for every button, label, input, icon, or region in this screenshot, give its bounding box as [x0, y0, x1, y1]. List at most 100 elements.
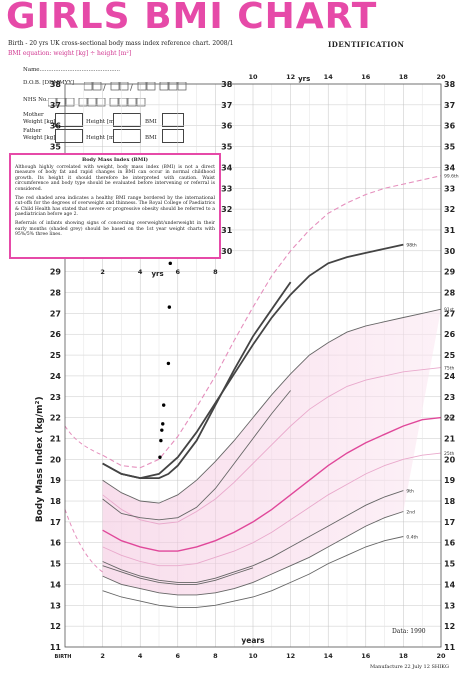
info-box-title: Body Mass Index (BMI): [81, 157, 149, 163]
y-tick-left: 25: [50, 351, 62, 360]
chart-subtitle: Birth - 20 yrs UK cross-sectional body m…: [8, 40, 234, 47]
measurement-point: [166, 361, 171, 366]
mother-bmi-field[interactable]: [162, 113, 184, 127]
svg-text:/: /: [130, 83, 134, 92]
y-tick-right: 31: [444, 226, 456, 235]
centile-label-25th: 25th: [444, 451, 454, 457]
y-tick-left: 14: [50, 580, 62, 589]
x-tick-top: 14: [324, 73, 334, 81]
y-tick-left: 37: [50, 101, 61, 110]
y-tick-right: 19: [444, 476, 456, 485]
father-height-field[interactable]: [113, 129, 141, 143]
x-tick-top: 20: [436, 73, 446, 81]
y-tick-right: 21: [444, 434, 456, 443]
y-tick-left: 17: [50, 518, 61, 527]
y-tick-right: 14: [444, 580, 456, 589]
y-tick-left: 35: [50, 143, 62, 152]
dob-boxes[interactable]: / /: [83, 77, 199, 96]
father-height-label: Height [m]: [86, 135, 117, 141]
centile-line-99.6th: [102, 175, 442, 469]
measurement-point: [159, 438, 163, 443]
infant-dashed-curve: [64, 509, 103, 573]
y-tick-left: 28: [50, 289, 62, 298]
y-tick-left: 27: [50, 309, 61, 318]
nhs-boxes[interactable]: [47, 93, 183, 112]
centile-line-91st: [102, 308, 442, 504]
info-box-paragraph-2: The red shaded area indicates a healthy …: [15, 195, 215, 218]
y-tick-right: 28: [444, 289, 456, 298]
x-tick-mid: 4: [138, 268, 143, 276]
centile-lines: [64, 175, 442, 608]
y-tick-left: 20: [50, 455, 62, 464]
y-tick-left: 24: [50, 372, 62, 381]
x-tick-bottom: 16: [361, 652, 371, 660]
name-label: Name....................................…: [23, 67, 120, 73]
bmi-equation: BMI equation: weight [kg] ÷ height [m²]: [8, 50, 132, 57]
centile-label-98th: 98th: [406, 243, 416, 249]
healthy-band: [102, 309, 441, 595]
y-tick-right: 22: [444, 414, 455, 423]
y-tick-right: 11: [444, 643, 456, 652]
y-tick-right: 23: [444, 393, 455, 402]
y-tick-left: 11: [50, 643, 62, 652]
father-bmi-field[interactable]: [162, 129, 184, 143]
x-tick-bottom: 10: [248, 652, 258, 660]
centile-line-75th: [102, 367, 442, 525]
x-tick-top: 12: [286, 73, 295, 81]
centile-label-75th: 75th: [444, 366, 454, 372]
x-unit-mid: yrs: [151, 270, 163, 278]
y-tick-right: 15: [444, 560, 456, 569]
y-tick-left: 23: [50, 393, 61, 402]
y-tick-left: 22: [50, 414, 61, 423]
y-tick-right: 34: [444, 163, 456, 172]
centile-line-0.4th: [102, 536, 404, 608]
y-tick-left: 13: [50, 601, 61, 610]
y-tick-right: 12: [444, 622, 455, 631]
info-box-paragraph-3: Referrals of infants showing signs of co…: [15, 220, 215, 238]
mother-bmi-label: BMI: [145, 119, 157, 125]
page-title: GIRLS BMI CHART: [6, 0, 378, 37]
x-tick-bottom: 14: [324, 652, 334, 660]
mother-weight-label: Weight [kg]: [23, 119, 56, 125]
y-tick-inner: 33: [221, 184, 232, 193]
y-tick-right: 29: [444, 268, 456, 277]
identification-heading: IDENTIFICATION: [328, 40, 405, 49]
y-tick-right: 16: [444, 539, 456, 548]
measurement-point: [167, 305, 172, 309]
centile-label-91st: 91st: [444, 307, 454, 313]
centile-line-9th: [102, 490, 404, 583]
secondary-centile-lines: [102, 281, 292, 585]
measurement-point: [162, 403, 166, 407]
svg-text:/: /: [103, 83, 107, 92]
mother-weight-field[interactable]: [55, 113, 83, 127]
mother-label: Mother: [23, 112, 44, 118]
mother-height-field[interactable]: [113, 113, 141, 127]
y-tick-right: 17: [444, 518, 455, 527]
measurement-point: [161, 422, 165, 426]
y-tick-right: 38: [444, 80, 456, 89]
healthy-range-band: [102, 309, 441, 595]
bmi-info-box: Body Mass Index (BMI) Although highly co…: [9, 153, 221, 259]
measurement-point: [168, 261, 172, 266]
y-tick-inner: 36: [221, 122, 233, 131]
y-tick-inner: 32: [221, 205, 232, 214]
centile-label-9th: 9th: [406, 489, 414, 495]
measurement-point: [160, 428, 164, 432]
centile-line-98th: [102, 243, 404, 480]
measurement-point: [158, 455, 162, 459]
x-tick-bottom: 12: [286, 652, 295, 660]
y-tick-left: 26: [50, 330, 62, 339]
y-tick-right: 36: [444, 122, 456, 131]
chart-labels: 99.6th 98th 91st 75th 50th 25th 9th 2nd 0.4th: [406, 174, 458, 541]
y-tick-right: 37: [444, 101, 455, 110]
origin-label: BIRTH: [55, 654, 72, 660]
y-tick-left: 38: [50, 80, 62, 89]
y-tick-inner: 35: [221, 143, 233, 152]
centile-line-25th: [102, 452, 442, 567]
x-axis-label: years: [241, 636, 265, 645]
father-bmi-label: BMI: [145, 135, 157, 141]
father-weight-field[interactable]: [55, 129, 83, 143]
y-tick-left: 16: [50, 539, 62, 548]
y-tick-right: 30: [444, 247, 456, 256]
x-tick-bottom: 8: [213, 652, 218, 660]
